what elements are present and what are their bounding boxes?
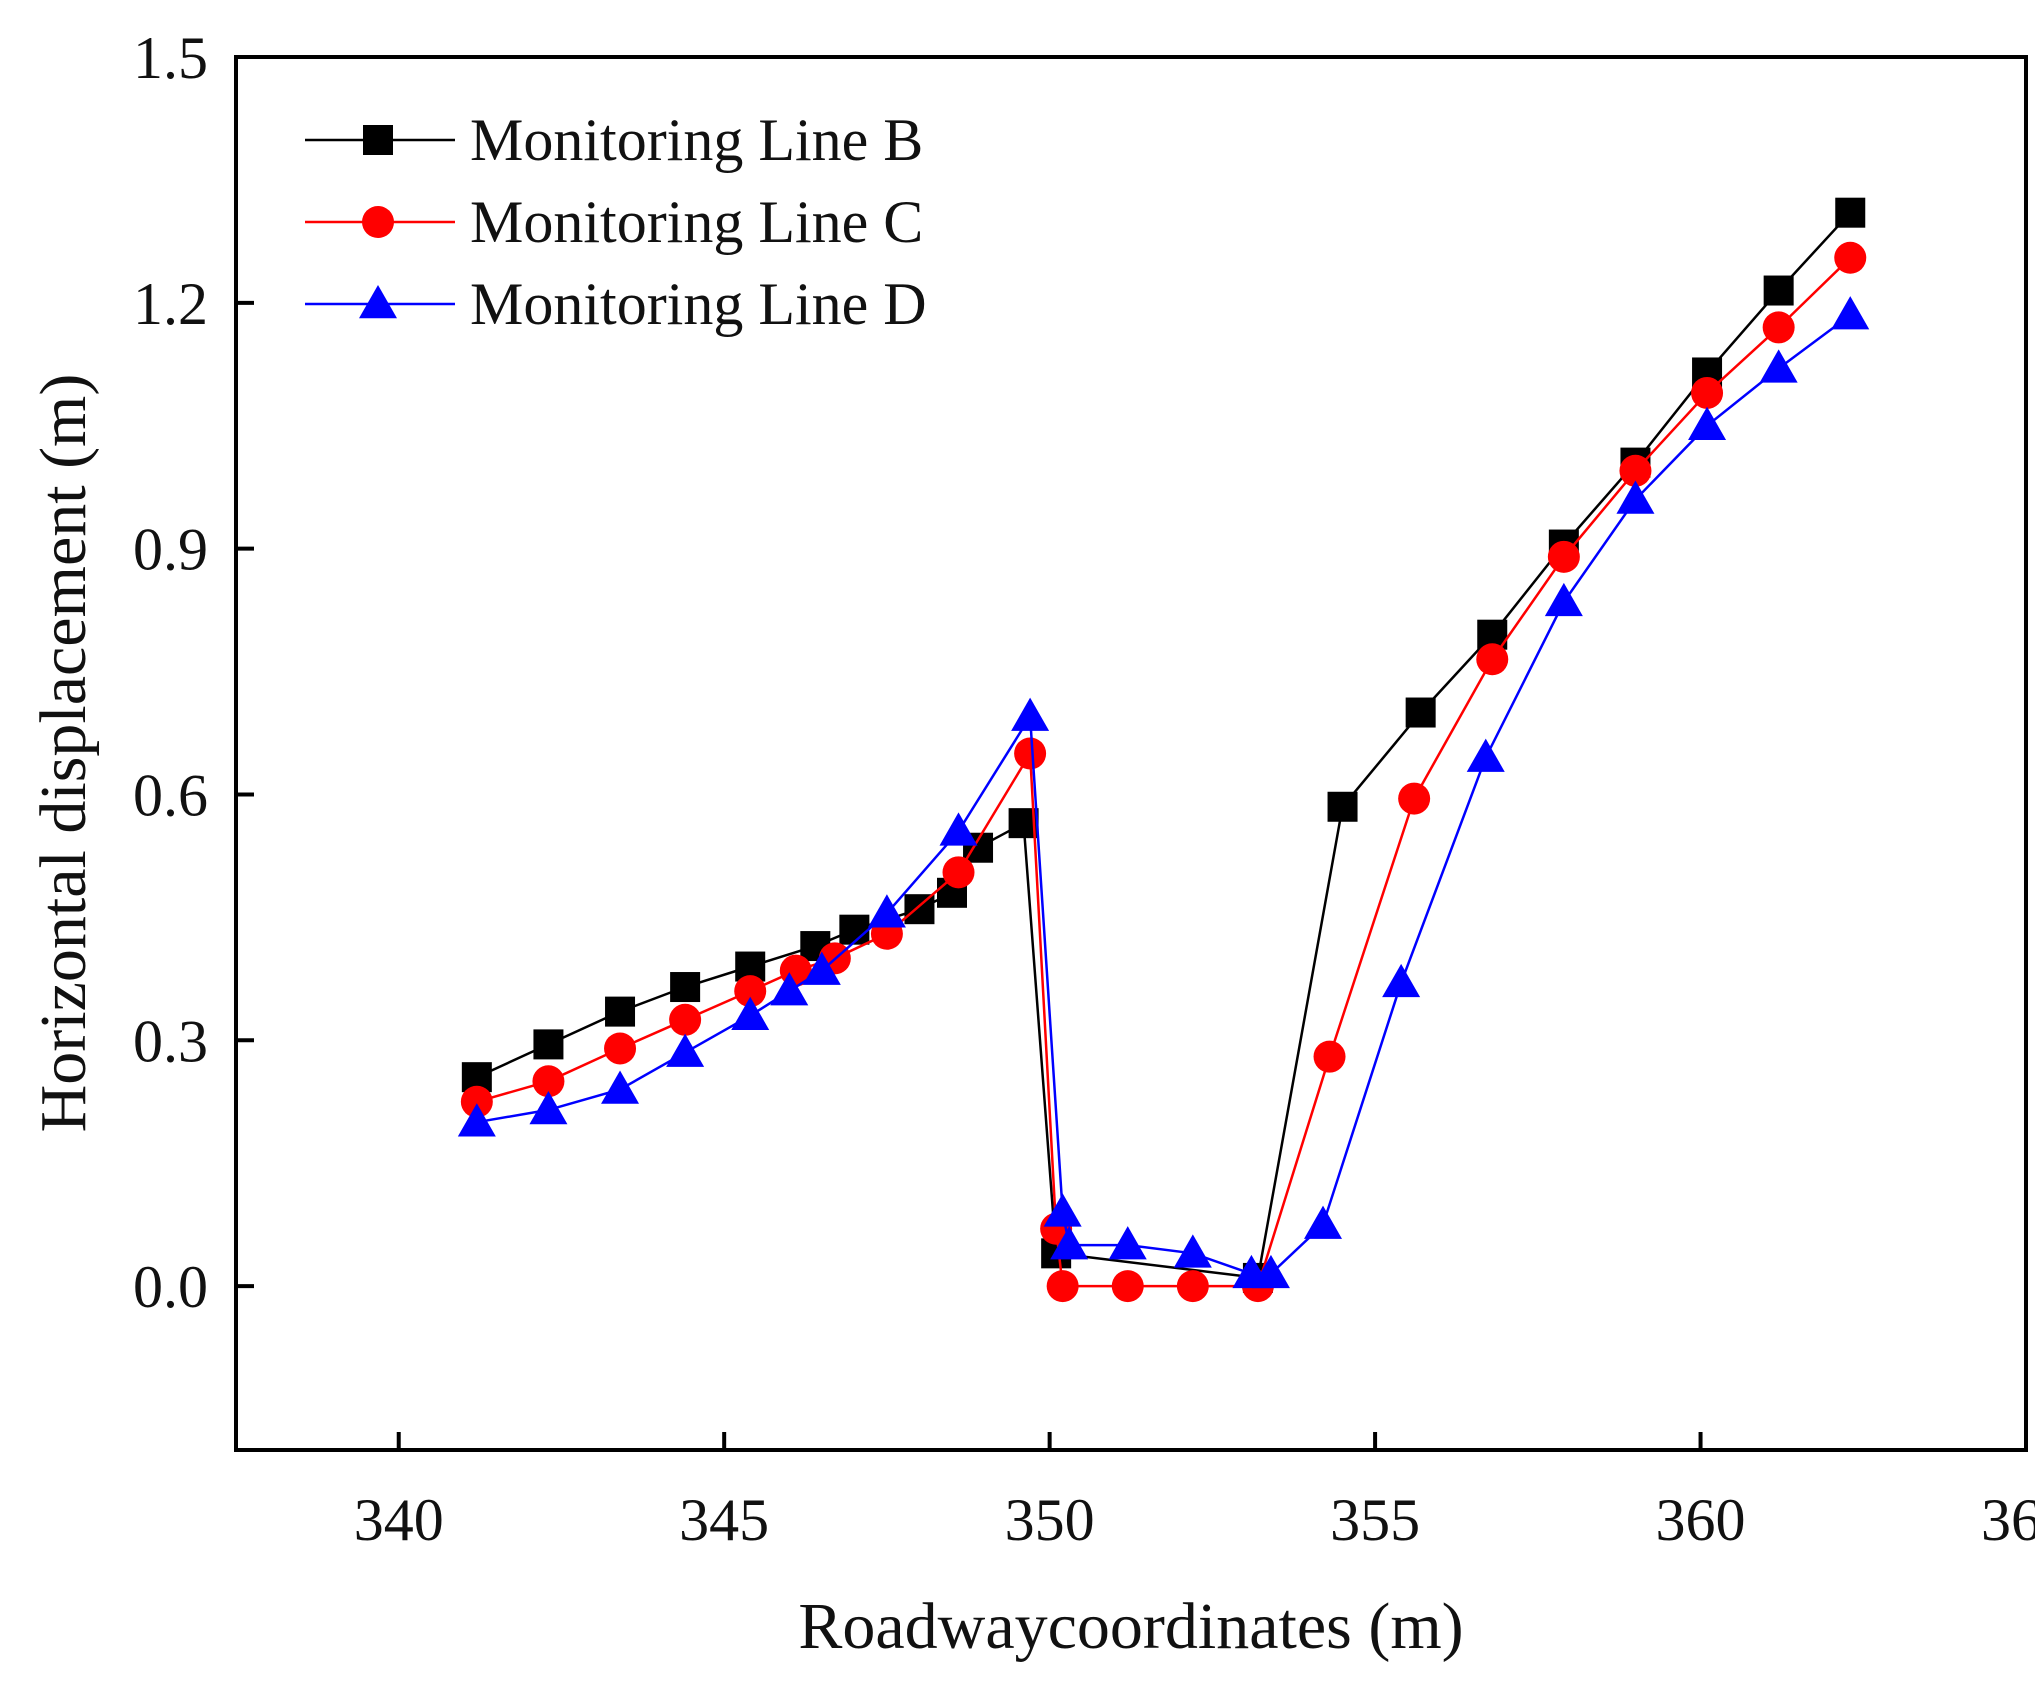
data-point bbox=[731, 996, 770, 1030]
data-point bbox=[1011, 697, 1050, 731]
data-point bbox=[669, 1003, 702, 1036]
data-point bbox=[1304, 1205, 1343, 1239]
data-point bbox=[532, 1065, 565, 1098]
data-point bbox=[942, 856, 975, 889]
data-point bbox=[533, 1029, 564, 1060]
legend-label: Monitoring Line B bbox=[470, 107, 923, 173]
x-tick-label: 365 bbox=[1981, 1487, 2035, 1553]
data-point bbox=[1476, 643, 1509, 676]
legend-marker bbox=[359, 285, 397, 319]
data-point bbox=[1616, 480, 1655, 514]
data-point bbox=[1688, 406, 1727, 440]
y-tick-label: 1.5 bbox=[133, 25, 208, 91]
data-point bbox=[1398, 782, 1431, 815]
x-axis-title: Roadwaycoordinates (m) bbox=[798, 1590, 1463, 1663]
data-point bbox=[666, 1033, 705, 1067]
legend-label: Monitoring Line D bbox=[470, 271, 927, 337]
y-axis-title: Horizontal displacement (m) bbox=[27, 374, 100, 1133]
data-point bbox=[1835, 197, 1866, 228]
series-2 bbox=[457, 296, 1870, 1289]
legend-item: Monitoring Line B bbox=[305, 107, 923, 173]
x-tick-label: 340 bbox=[354, 1487, 444, 1553]
y-tick-label: 0.6 bbox=[133, 762, 208, 828]
data-point bbox=[734, 975, 767, 1008]
data-point bbox=[1050, 1226, 1089, 1260]
data-point bbox=[1691, 376, 1724, 409]
x-tick-label: 350 bbox=[1005, 1487, 1095, 1553]
data-point bbox=[604, 1032, 637, 1065]
y-tick-label: 0.3 bbox=[133, 1008, 208, 1074]
data-point bbox=[839, 914, 870, 945]
legend-item: Monitoring Line D bbox=[305, 271, 927, 337]
x-tick-label: 345 bbox=[679, 1487, 769, 1553]
plot-layer bbox=[457, 197, 1870, 1303]
data-point bbox=[802, 951, 841, 985]
data-point bbox=[1759, 349, 1798, 383]
data-point bbox=[1176, 1270, 1209, 1303]
plot-frame bbox=[234, 55, 2028, 1452]
data-point bbox=[1405, 697, 1436, 728]
data-point bbox=[1547, 540, 1580, 573]
data-point bbox=[904, 894, 935, 925]
legend-marker bbox=[363, 125, 393, 155]
data-point bbox=[1831, 296, 1870, 330]
data-point bbox=[1014, 737, 1047, 770]
data-point bbox=[457, 1103, 496, 1137]
x-tick-label: 360 bbox=[1656, 1487, 1746, 1553]
data-point bbox=[1173, 1234, 1212, 1268]
data-point bbox=[601, 1070, 640, 1104]
data-point bbox=[1108, 1226, 1147, 1260]
legend: Monitoring Line B Monitoring Line C Monito… bbox=[305, 107, 927, 337]
data-point bbox=[1763, 275, 1794, 306]
data-point bbox=[1544, 582, 1583, 617]
y-tick-label: 0.0 bbox=[133, 1254, 208, 1320]
y-tick-label: 1.2 bbox=[133, 271, 208, 337]
data-point bbox=[460, 1085, 493, 1118]
data-point bbox=[939, 812, 978, 846]
data-point bbox=[867, 894, 906, 928]
data-point bbox=[1619, 454, 1652, 487]
data-point bbox=[1466, 738, 1505, 772]
data-point bbox=[1043, 1193, 1082, 1227]
data-point bbox=[1111, 1270, 1144, 1303]
legend-item: Monitoring Line C bbox=[305, 189, 923, 255]
data-point bbox=[670, 972, 701, 1003]
data-point bbox=[1327, 791, 1358, 822]
data-point bbox=[1762, 311, 1795, 344]
data-point bbox=[1046, 1270, 1079, 1303]
data-point bbox=[1834, 241, 1867, 274]
y-tick-label: 0.9 bbox=[133, 517, 208, 583]
data-point bbox=[1382, 963, 1421, 998]
legend-label: Monitoring Line C bbox=[470, 189, 923, 255]
data-point bbox=[1251, 1254, 1290, 1289]
data-point bbox=[529, 1090, 568, 1125]
x-tick-label: 355 bbox=[1330, 1487, 1420, 1553]
data-point bbox=[605, 996, 636, 1027]
data-point bbox=[1313, 1040, 1346, 1073]
axes-layer: 340 345 350 355 360 365 0.0 0.3 0.6 0.9 1.2 1.5 bbox=[133, 25, 2035, 1553]
legend-marker bbox=[362, 206, 394, 238]
data-point bbox=[770, 972, 809, 1006]
